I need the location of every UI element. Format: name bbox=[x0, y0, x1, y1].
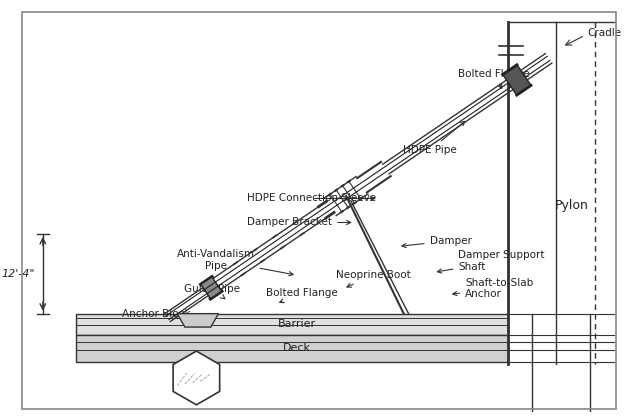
Text: Deck: Deck bbox=[283, 343, 311, 353]
Text: HDPE Connection Sleeve: HDPE Connection Sleeve bbox=[247, 194, 376, 203]
Text: Damper Support
Shaft: Damper Support Shaft bbox=[438, 250, 545, 273]
Polygon shape bbox=[177, 314, 218, 327]
Polygon shape bbox=[201, 277, 222, 299]
Text: Bolted Flange: Bolted Flange bbox=[458, 69, 530, 88]
Text: Pylon: Pylon bbox=[555, 199, 588, 212]
Text: Neoprine Boot: Neoprine Boot bbox=[336, 270, 410, 287]
Text: Anti-Vandalism
Pipe: Anti-Vandalism Pipe bbox=[177, 249, 293, 276]
Text: Anchor Block: Anchor Block bbox=[123, 309, 193, 323]
Text: Shaft-to-Slab
Anchor: Shaft-to-Slab Anchor bbox=[453, 278, 533, 299]
Text: Cradle: Cradle bbox=[587, 29, 621, 38]
Text: Damper: Damper bbox=[402, 236, 471, 248]
Polygon shape bbox=[503, 65, 531, 95]
Bar bbox=[76, 335, 508, 362]
Bar bbox=[76, 314, 508, 335]
Text: HDPE Pipe: HDPE Pipe bbox=[403, 121, 465, 155]
Text: 12'-4": 12'-4" bbox=[2, 269, 35, 279]
Text: Guide Pipe: Guide Pipe bbox=[184, 284, 240, 299]
Text: Damper Bracket: Damper Bracket bbox=[247, 218, 351, 228]
Polygon shape bbox=[173, 351, 220, 405]
Text: Barrier: Barrier bbox=[278, 319, 316, 329]
Text: Bolted Flange: Bolted Flange bbox=[267, 288, 338, 303]
